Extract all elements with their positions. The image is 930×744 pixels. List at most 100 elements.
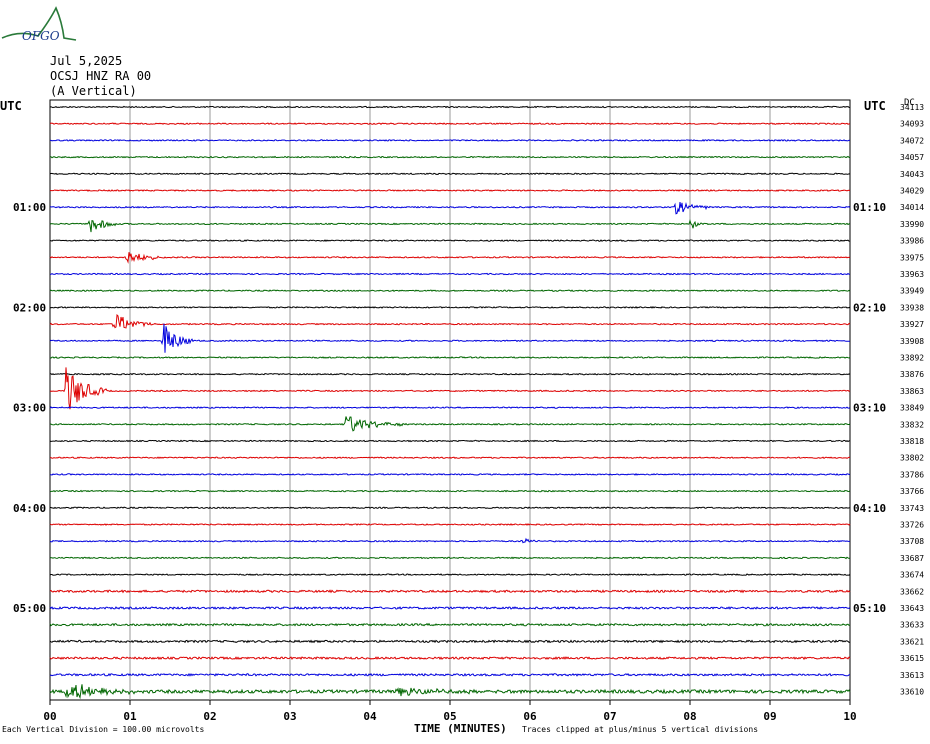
trace-row — [49, 537, 851, 544]
left-time-label: 04:00 — [13, 502, 46, 515]
x-tick-label: 01 — [123, 710, 137, 723]
right-time-label: 02:10 — [853, 301, 886, 314]
trace-row — [49, 556, 851, 560]
clip-note: Traces clipped at plus/minus 5 vertical … — [522, 725, 759, 734]
trace-row — [49, 656, 851, 661]
scale-note: Each Vertical Division = 100.00 microvol… — [2, 725, 205, 734]
dc-count-label: 33949 — [900, 287, 924, 296]
trace-row — [49, 672, 851, 677]
x-axis-title: TIME (MINUTES) — [414, 722, 507, 735]
trace-row — [49, 202, 851, 215]
ofgo-logo: OFGO — [1, 6, 77, 43]
trace-row — [49, 313, 851, 329]
dc-count-label: 33863 — [900, 387, 924, 396]
dc-count-label: 33726 — [900, 521, 924, 530]
trace-row — [49, 406, 851, 409]
x-tick-label: 02 — [203, 710, 216, 723]
dc-count-label: 33615 — [900, 654, 924, 663]
trace-row — [49, 416, 851, 432]
left-time-label: 02:00 — [13, 301, 46, 314]
trace-row — [49, 252, 851, 264]
trace-row — [49, 439, 851, 443]
dc-count-label: 33643 — [900, 604, 924, 613]
dc-count-label: 34029 — [900, 187, 924, 196]
trace-row — [49, 289, 851, 293]
dc-count-label: 33708 — [900, 537, 924, 546]
right-time-label: 05:10 — [853, 602, 886, 615]
dc-count-label: 33743 — [900, 504, 924, 513]
dc-count-label: 33818 — [900, 437, 924, 446]
dc-count-label: 33963 — [900, 270, 924, 279]
right-time-label: 04:10 — [853, 502, 886, 515]
trace-row — [49, 139, 851, 142]
dc-count-label: 33687 — [900, 554, 924, 563]
trace-row — [50, 372, 851, 376]
trace-row — [49, 306, 851, 309]
trace-row — [49, 189, 851, 192]
x-tick-label: 08 — [683, 710, 696, 723]
trace-row — [49, 272, 850, 276]
trace-row — [50, 456, 851, 460]
trace-row — [49, 622, 851, 627]
trace-row — [49, 219, 851, 233]
dc-count-label: 33621 — [900, 637, 924, 646]
trace-row — [49, 684, 851, 700]
trace-row — [49, 639, 851, 644]
x-tick-label: 03 — [283, 710, 296, 723]
dc-count-label: 33938 — [900, 303, 924, 312]
component-label: (A Vertical) — [50, 84, 137, 98]
trace-row — [49, 523, 851, 526]
left-utc-label: UTC — [0, 99, 22, 113]
dc-count-label: 33892 — [900, 354, 924, 363]
trace-row — [50, 473, 851, 476]
left-time-label: 01:00 — [13, 201, 46, 214]
dc-count-label: 33610 — [900, 688, 924, 697]
x-tick-label: 00 — [43, 710, 56, 723]
station-label: OCSJ HNZ RA 00 — [50, 69, 152, 83]
dc-count-label: 33990 — [900, 220, 924, 229]
dc-count-label: 34072 — [900, 136, 924, 145]
trace-row — [49, 573, 851, 576]
trace-row — [49, 356, 851, 359]
dc-count-label: 33849 — [900, 404, 924, 413]
trace-row — [49, 105, 851, 109]
right-utc-label: UTC — [864, 99, 886, 113]
dc-count-label: 33876 — [900, 370, 924, 379]
dc-count-label: 33986 — [900, 237, 924, 246]
dc-count-label: 33662 — [900, 587, 924, 596]
x-tick-label: 05 — [443, 710, 456, 723]
dc-count-label: 34043 — [900, 170, 924, 179]
right-time-label: 03:10 — [853, 402, 886, 415]
trace-row — [49, 589, 851, 594]
logo-text: OFGO — [22, 29, 60, 43]
trace-row — [50, 155, 851, 159]
dc-count-label: 33633 — [900, 621, 924, 630]
x-tick-label: 09 — [763, 710, 776, 723]
trace-row — [49, 367, 851, 410]
dc-count-label: 33908 — [900, 337, 924, 346]
dc-count-label: 33766 — [900, 487, 924, 496]
dc-count-label: 34014 — [900, 203, 924, 212]
trace-row — [49, 606, 851, 610]
trace-row — [49, 506, 851, 510]
dc-count-label: 33802 — [900, 454, 924, 463]
trace-row — [49, 489, 851, 493]
x-tick-label: 04 — [363, 710, 377, 723]
dc-count-label: 33786 — [900, 470, 924, 479]
x-tick-label: 07 — [603, 710, 616, 723]
dc-count-label: 33674 — [900, 571, 924, 580]
dc-count-label: 33832 — [900, 420, 924, 429]
right-time-label: 01:10 — [853, 201, 886, 214]
trace-row — [49, 172, 851, 176]
dc-count-label: 33927 — [900, 320, 924, 329]
x-tick-label: 10 — [843, 710, 856, 723]
dc-count-label: 34057 — [900, 153, 924, 162]
left-time-label: 03:00 — [13, 402, 46, 415]
dc-count-label: 34093 — [900, 120, 924, 129]
dc-count-label: 33613 — [900, 671, 924, 680]
date-label: Jul 5,2025 — [50, 54, 123, 68]
dc-count-label: 34113 — [900, 103, 924, 112]
x-tick-label: 06 — [523, 710, 537, 723]
trace-row — [49, 239, 850, 242]
